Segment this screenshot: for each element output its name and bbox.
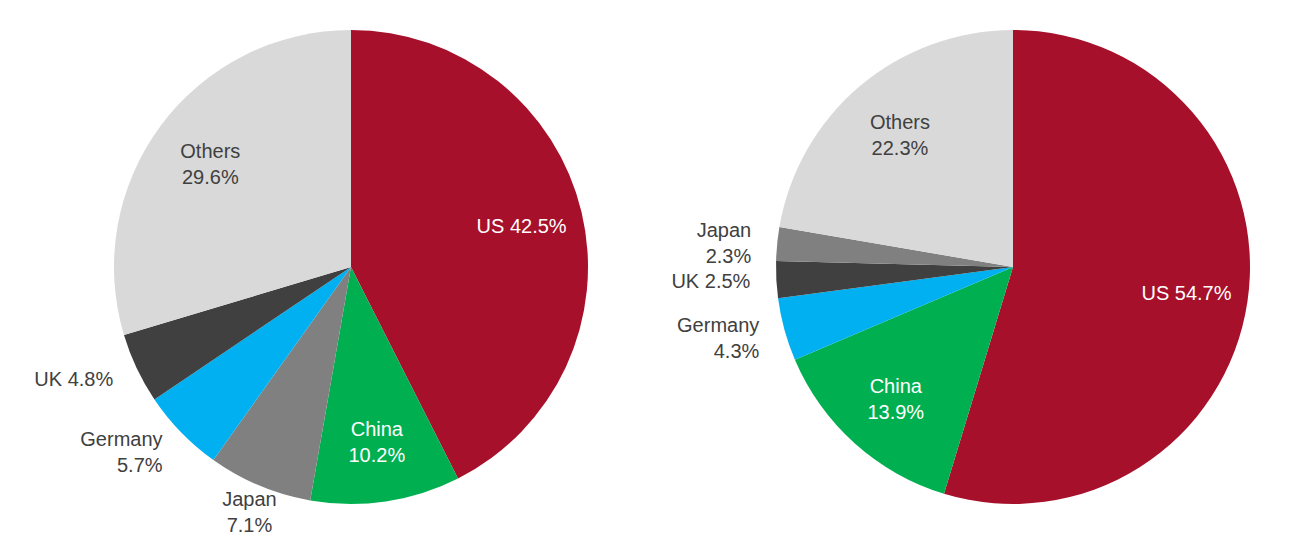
svg-text:China13.9%: China13.9% (867, 375, 924, 423)
svg-text:China10.2%: China10.2% (348, 418, 405, 466)
svg-text:Japan2.3%: Japan2.3% (697, 219, 752, 267)
svg-text:Others29.6%: Others29.6% (180, 140, 240, 188)
svg-text:US 54.7%: US 54.7% (1141, 282, 1231, 304)
svg-text:Japan7.1%: Japan7.1% (222, 488, 277, 536)
svg-text:Germany4.3%: Germany4.3% (677, 314, 759, 362)
svg-text:Others22.3%: Others22.3% (870, 111, 930, 159)
svg-text:UK 4.8%: UK 4.8% (34, 368, 113, 390)
svg-text:UK 2.5%: UK 2.5% (671, 270, 750, 292)
svg-text:Germany5.7%: Germany5.7% (80, 428, 162, 476)
svg-text:US 42.5%: US 42.5% (477, 215, 567, 237)
